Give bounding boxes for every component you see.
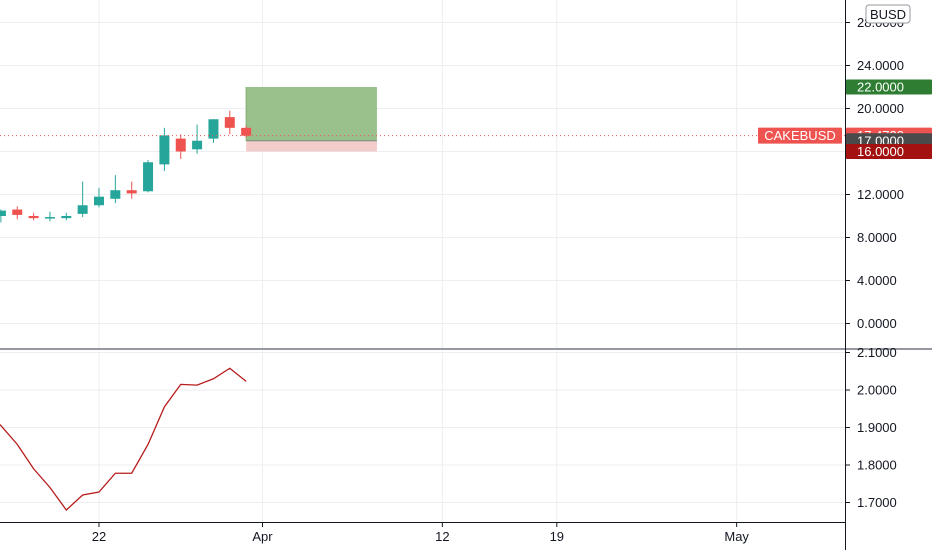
price-axis[interactable]: 28.000024.000020.000012.00008.00004.0000… xyxy=(845,15,904,331)
candle xyxy=(77,181,88,218)
time-tick-label: 22 xyxy=(92,529,106,544)
candle-body xyxy=(61,216,72,219)
candle xyxy=(241,125,252,138)
price-tags: 22.000017.472212:45:0717.000016.0000CAKE… xyxy=(758,79,932,159)
time-axis[interactable]: 22 Apr 12 19 May xyxy=(0,522,845,544)
indicator-axis[interactable]: 2.1000 2.0000 1.9000 1.8000 1.7000 xyxy=(845,345,897,510)
price-tick-label: 12.0000 xyxy=(857,187,904,202)
candle-body xyxy=(110,190,121,199)
stop-price-tag-label: 16.0000 xyxy=(857,144,904,159)
time-tick-label: 19 xyxy=(550,529,564,544)
candle-body xyxy=(224,117,235,128)
price-tick-label: 24.0000 xyxy=(857,58,904,73)
candle-body xyxy=(12,209,23,215)
target-price-tag-label: 22.0000 xyxy=(857,80,904,95)
time-tick-label: 12 xyxy=(435,529,449,544)
currency-badge-label: BUSD xyxy=(870,7,906,22)
price-tick-label: 8.0000 xyxy=(857,230,897,245)
indicator-tick-label: 2.0000 xyxy=(857,383,897,398)
position-zones[interactable] xyxy=(245,87,377,152)
candle xyxy=(94,188,104,208)
indicator-tick-label: 2.1000 xyxy=(857,345,897,360)
candle-body xyxy=(126,190,137,194)
candle-body xyxy=(77,205,88,214)
indicator-line xyxy=(0,367,247,511)
indicator-tick-label: 1.9000 xyxy=(857,420,897,435)
candle xyxy=(175,134,186,160)
candle xyxy=(192,124,203,154)
currency-badge[interactable]: BUSD xyxy=(865,4,911,24)
price-tick-label: 4.0000 xyxy=(857,273,897,288)
candle xyxy=(61,212,72,221)
symbol-tag-label: CAKEBUSD xyxy=(764,128,836,143)
candle-body xyxy=(208,119,219,139)
indicator-series xyxy=(0,367,247,511)
candle-body xyxy=(28,216,39,219)
grid-lines xyxy=(0,0,845,522)
target-zone xyxy=(246,87,377,141)
price-tick-label: 20.0000 xyxy=(857,101,904,116)
indicator-tick-label: 1.7000 xyxy=(857,495,897,510)
candle xyxy=(143,160,154,193)
candle-body xyxy=(192,140,203,150)
price-tick-label: 0.0000 xyxy=(857,316,897,331)
candle-body xyxy=(44,217,55,219)
candle-body xyxy=(94,196,104,206)
time-tick-label: Apr xyxy=(252,529,273,544)
candle xyxy=(0,209,6,223)
candle-body xyxy=(159,135,170,165)
currency-badge-box xyxy=(865,4,911,24)
candle xyxy=(224,110,235,135)
candlestick-series xyxy=(0,110,252,223)
candle-body xyxy=(143,162,154,192)
candle xyxy=(12,206,23,220)
symbol-tag-bg xyxy=(758,127,842,144)
candle xyxy=(110,175,121,204)
stop-zone xyxy=(246,140,377,152)
time-tick-label: May xyxy=(724,529,749,544)
candle xyxy=(28,212,39,221)
stop-price-tag-bg xyxy=(846,144,932,159)
candle xyxy=(44,211,55,222)
candle xyxy=(208,119,219,143)
indicator-tick-label: 1.8000 xyxy=(857,458,897,473)
candle-body xyxy=(241,127,252,136)
candle-body xyxy=(0,210,6,216)
target-price-tag-bg xyxy=(846,79,932,95)
candle-body xyxy=(175,138,186,152)
candle xyxy=(126,181,137,199)
candle xyxy=(159,127,170,171)
